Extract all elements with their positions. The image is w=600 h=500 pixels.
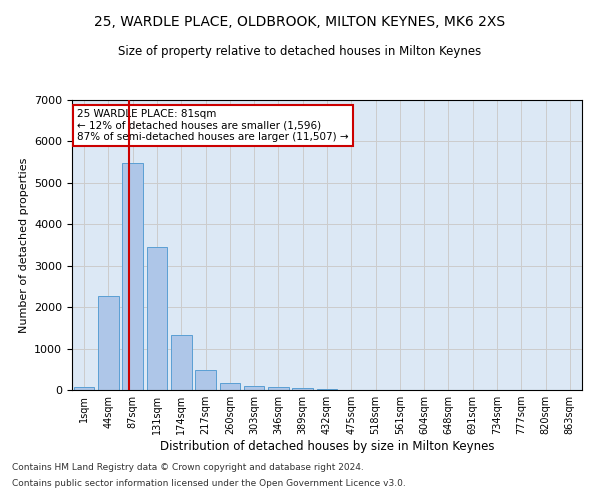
Bar bbox=[268, 387, 289, 390]
Bar bbox=[146, 247, 167, 390]
Text: Contains HM Land Registry data © Crown copyright and database right 2024.: Contains HM Land Registry data © Crown c… bbox=[12, 464, 364, 472]
Text: 25, WARDLE PLACE, OLDBROOK, MILTON KEYNES, MK6 2XS: 25, WARDLE PLACE, OLDBROOK, MILTON KEYNE… bbox=[94, 15, 506, 29]
X-axis label: Distribution of detached houses by size in Milton Keynes: Distribution of detached houses by size … bbox=[160, 440, 494, 453]
Bar bbox=[292, 388, 313, 390]
Text: Contains public sector information licensed under the Open Government Licence v3: Contains public sector information licen… bbox=[12, 478, 406, 488]
Bar bbox=[74, 387, 94, 390]
Text: 25 WARDLE PLACE: 81sqm
← 12% of detached houses are smaller (1,596)
87% of semi-: 25 WARDLE PLACE: 81sqm ← 12% of detached… bbox=[77, 108, 349, 142]
Bar bbox=[171, 336, 191, 390]
Bar bbox=[98, 296, 119, 390]
Bar bbox=[220, 384, 240, 390]
Bar bbox=[317, 389, 337, 390]
Bar bbox=[122, 163, 143, 390]
Bar bbox=[244, 386, 265, 390]
Text: Size of property relative to detached houses in Milton Keynes: Size of property relative to detached ho… bbox=[118, 45, 482, 58]
Bar bbox=[195, 370, 216, 390]
Y-axis label: Number of detached properties: Number of detached properties bbox=[19, 158, 29, 332]
